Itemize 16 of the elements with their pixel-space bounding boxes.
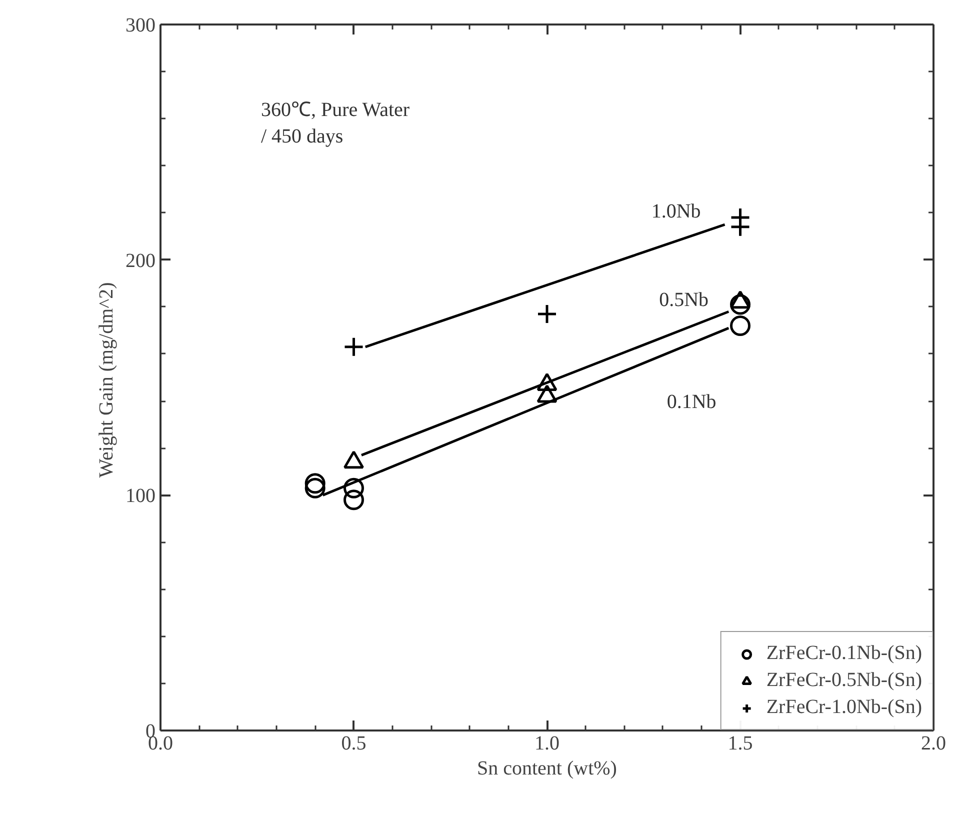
y-tick-label: 200 (126, 250, 156, 272)
x-tick-label: 0.5 (341, 732, 366, 754)
x-tick-label: 2.0 (921, 732, 946, 754)
x-tick-label: 1.0 (534, 732, 560, 754)
y-tick-label: 100 (126, 485, 156, 508)
legend-label: ZrFeCr-0.5Nb-(Sn) (766, 669, 922, 692)
y-axis-title: Weight Gain (mg/dm^2) (96, 282, 118, 478)
legend-label: ZrFeCr-0.1Nb-(Sn) (766, 642, 922, 665)
legend-label: ZrFeCr-1.0Nb-(Sn) (766, 696, 922, 719)
annotation: 0.5Nb (659, 288, 709, 311)
x-axis-title: Sn content (wt%) (477, 758, 617, 780)
annotation: 360℃, Pure Water / 450 days (260, 99, 410, 148)
x-tick-label: 1.5 (728, 732, 753, 754)
y-tick-label: 300 (126, 14, 156, 36)
annotation: 0.1Nb (666, 391, 716, 414)
annotation: 1.0Nb (651, 200, 701, 223)
